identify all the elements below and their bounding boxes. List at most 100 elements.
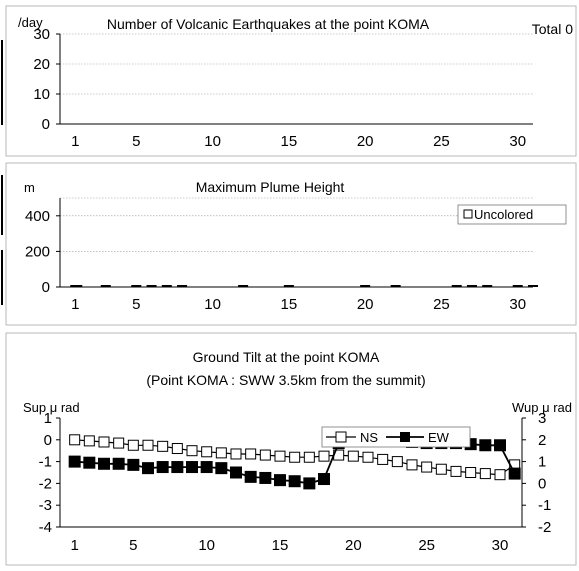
tilt-point-ns (186, 445, 198, 457)
tilt-point-ns (479, 468, 491, 480)
tilt-point-ns (347, 450, 359, 462)
plume-bar (512, 285, 523, 287)
plume-legend-frame (457, 204, 567, 225)
tilt-point-ns (435, 463, 447, 475)
plume-legend: Uncolored (457, 204, 567, 225)
plume-bar (146, 285, 157, 287)
tilt-point-ew (288, 475, 301, 488)
tilt-point-ns (215, 447, 227, 459)
tilt-point-ew (479, 439, 492, 452)
tilt-x-tick-label: 10 (198, 537, 215, 554)
tilt-point-ew (244, 470, 257, 483)
tilt-right-tick-label: 3 (538, 410, 546, 427)
p1-y-tick-label: 20 (33, 56, 50, 73)
tilt-legend-ns-marker (335, 431, 347, 443)
p1-x-tick-label: 25 (433, 133, 450, 150)
p2-x-tick-label: 25 (433, 296, 450, 313)
tilt-point-ns (142, 439, 154, 451)
tilt-x-tick-label: 30 (492, 537, 509, 554)
tilt-legend-ns-label: NS (360, 430, 378, 445)
tilt-legend: NS EW (321, 426, 471, 448)
earthquake-chart-title: Number of Volcanic Earthquakes at the po… (107, 16, 430, 32)
tilt-point-ew (215, 462, 228, 475)
panel-earthquakes-frame (5, 5, 577, 157)
p1-y-tick-label: 10 (33, 86, 50, 103)
plume-bar (131, 285, 142, 287)
tilt-point-ns (377, 453, 389, 465)
tilt-right-axis-label: Wup μ rad (512, 400, 572, 415)
plume-y-axis-label: m (24, 180, 35, 195)
tilt-point-ns (421, 461, 433, 473)
tilt-point-ew (274, 474, 286, 487)
tilt-point-ew (98, 457, 110, 470)
p1-x-tick-label: 30 (509, 133, 526, 150)
tilt-point-ew (494, 439, 506, 452)
tilt-right-tick-label: 1 (538, 454, 546, 471)
plume-bar (161, 285, 172, 287)
tilt-point-ew (230, 466, 242, 479)
panel-tilt-frame (5, 332, 577, 566)
p2-x-tick-label: 1 (71, 296, 79, 313)
p2-x-tick-label: 5 (132, 296, 140, 313)
tilt-point-ns (494, 469, 506, 481)
plume-legend-uncolored-label: Uncolored (474, 207, 533, 222)
tilt-chart-title: Ground Tilt at the point KOMA (193, 349, 380, 365)
plume-bar (482, 285, 493, 287)
plume-bar (177, 285, 188, 287)
tilt-right-tick-label: 2 (538, 432, 546, 449)
tilt-legend-ew-label: EW (428, 430, 450, 445)
tilt-point-ew (303, 477, 316, 490)
tilt-point-ns (362, 451, 374, 463)
tilt-left-tick-label: -3 (39, 497, 52, 514)
tilt-x-tick-label: 5 (129, 537, 137, 554)
tilt-point-ew (83, 456, 96, 469)
tilt-point-ew (127, 458, 140, 471)
tilt-point-ns (406, 459, 418, 471)
tilt-point-ew (156, 461, 169, 474)
tilt-point-ns (289, 451, 301, 463)
p1-x-tick-label: 1 (71, 133, 79, 150)
tilt-point-ns (450, 465, 462, 477)
tilt-point-ns (201, 446, 213, 458)
tilt-point-ew (171, 461, 184, 474)
plume-legend-uncolored-swatch (463, 209, 473, 219)
p1-y-tick-label: 0 (42, 116, 50, 133)
p1-x-tick-label: 5 (132, 133, 140, 150)
tilt-point-ns (69, 434, 81, 446)
tilt-point-ns (245, 448, 257, 460)
tilt-point-ew (259, 471, 272, 484)
tilt-x-tick-label: 15 (272, 537, 289, 554)
plume-bar (390, 285, 401, 287)
plume-bar (238, 285, 249, 287)
tilt-point-ew (508, 467, 521, 480)
tilt-point-ns (230, 448, 242, 460)
tilt-right-tick-label: 0 (538, 475, 546, 492)
panel-plume-frame (5, 162, 577, 326)
tilt-point-ns (127, 439, 139, 451)
earthquake-chart: Number of Volcanic Earthquakes at the po… (18, 15, 573, 150)
tilt-left-tick-label: -4 (39, 519, 52, 536)
tilt-x-tick-label: 1 (70, 537, 78, 554)
p1-x-tick-label: 15 (281, 133, 298, 150)
p2-y-tick-label: 400 (25, 208, 50, 225)
tilt-right-tick-label: -1 (538, 497, 551, 514)
earthquake-y-axis-label: /day (18, 15, 43, 30)
tilt-point-ns (157, 440, 169, 452)
tilt-right-tick-label: -2 (538, 519, 551, 536)
plume-bar (70, 285, 83, 287)
tilt-point-ew (142, 462, 154, 475)
p2-x-tick-label: 30 (509, 296, 526, 313)
tilt-left-tick-label: -2 (39, 475, 52, 492)
tilt-left-tick-label: 0 (44, 432, 52, 449)
tilt-chart-subtitle: (Point KOMA : SWW 3.5km from the summit) (146, 372, 425, 388)
p1-x-tick-label: 20 (357, 133, 374, 150)
tilt-point-ns (98, 436, 110, 448)
plume-bar (528, 285, 538, 287)
plume-bar (360, 285, 371, 287)
p2-y-tick-label: 0 (42, 279, 50, 296)
plume-chart-title: Maximum Plume Height (196, 179, 345, 195)
tilt-point-ew (68, 455, 81, 468)
tilt-left-tick-label: -1 (39, 454, 52, 471)
tilt-point-ns (259, 449, 271, 461)
